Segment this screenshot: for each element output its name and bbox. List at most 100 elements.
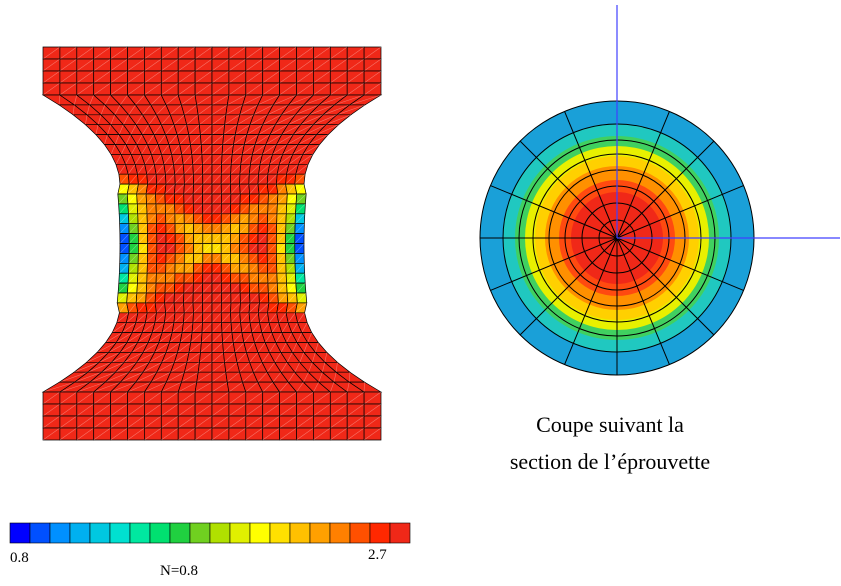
mesh-diagonal [42,46,61,60]
mesh-diagonal [276,134,294,145]
mesh-diagonal [196,94,213,106]
mesh-diagonal [93,82,111,96]
mesh-diagonal [245,381,258,393]
mesh-diagonal [76,381,106,393]
mesh-diagonal [104,94,111,106]
mesh-diagonal [141,144,148,155]
mesh-diagonal [230,213,241,224]
mesh-diagonal [144,58,162,72]
colorbar-cell [369,522,391,544]
mesh-diagonal [221,154,233,165]
mesh-diagonal [135,371,157,383]
mesh-diagonal [183,292,194,304]
mesh-diagonal [99,352,121,363]
mesh-cell [176,134,191,145]
mesh-diagonal [211,223,222,234]
mesh-diagonal [202,272,213,284]
mesh-diagonal [228,403,246,417]
mesh-diagonal [227,94,246,106]
mesh-diagonal [161,114,171,125]
mesh-diagonal [262,114,282,125]
mesh-diagonal [192,154,203,165]
mesh-diagonal [59,58,77,72]
mesh-diagonal [211,154,223,165]
colorbar-cell [69,522,91,544]
mesh-diagonal [279,58,297,72]
mesh-diagonal [221,144,234,155]
mesh-diagonal [211,58,230,72]
colorbar-cell [269,522,291,544]
mesh-diagonal [249,292,260,304]
mesh-diagonal [211,104,228,116]
colorbar-cell [249,522,271,544]
colorbar-min-label: 0.8 [10,550,29,566]
mesh-diagonal [318,94,348,106]
mesh-diagonal [363,427,382,441]
mesh-diagonal [156,253,167,264]
mesh-diagonal [315,342,319,353]
mesh-diagonal [174,352,190,363]
mesh-diagonal [137,263,148,274]
mesh-diagonal [286,273,296,284]
mesh-diagonal [295,273,305,284]
colorbar-cell [29,522,51,544]
mesh-diagonal [202,203,213,215]
mesh-diagonal [285,243,296,254]
mesh-diagonal [156,302,165,313]
mesh-diagonal [165,223,176,234]
mesh-diagonal [184,243,194,254]
mesh-diagonal [110,403,128,417]
mesh-diagonal [202,263,213,274]
mesh-diagonal [156,213,166,224]
mesh-diagonal [154,292,166,304]
mesh-diagonal [294,213,306,224]
mesh-diagonal [245,58,263,72]
mesh-diagonal [149,352,167,363]
mesh-diagonal [201,322,213,333]
mesh-diagonal [181,322,194,333]
mesh-diagonal [155,183,167,195]
mesh-diagonal [193,164,203,175]
mesh-diagonal [230,272,241,284]
mesh-diagonal [245,82,263,96]
mesh-diagonal [127,183,139,195]
mesh-diagonal [164,292,175,304]
mesh-diagonal [192,312,203,323]
mesh-diagonal [184,223,194,234]
mesh-diagonal [193,272,203,284]
mesh-diagonal [161,322,175,333]
mesh-diagonal [165,124,175,135]
mesh-diagonal [137,302,146,313]
mesh-diagonal [258,263,268,274]
mesh-diagonal [297,134,317,145]
mesh-diagonal [59,70,77,84]
mesh-diagonal [146,302,156,313]
mesh-diagonal [257,173,269,185]
mesh-diagonal [42,82,61,96]
mesh-diagonal [235,124,251,135]
mesh-diagonal [239,193,250,205]
mesh-diagonal [165,164,174,175]
mesh-diagonal [178,46,196,60]
mesh-diagonal [239,173,250,185]
mesh-diagonal [221,322,232,333]
mesh-diagonal [228,427,246,441]
mesh-diagonal [128,203,138,214]
mesh-diagonal [287,183,296,195]
mesh-diagonal [363,46,382,60]
mesh-diagonal [211,371,226,383]
mesh-diagonal [59,46,77,60]
mesh-diagonal [174,233,185,244]
mesh-diagonal [202,302,213,314]
mesh-diagonal [295,164,309,175]
mesh-diagonal [138,243,148,254]
mesh-diagonal [194,391,213,405]
mesh-diagonal [258,183,268,195]
mesh-diagonal [151,144,159,155]
mesh-diagonal [93,391,111,405]
mesh-diagonal [248,223,259,234]
mesh-diagonal [127,427,145,441]
mesh-diagonal [224,114,240,125]
mesh-diagonal [307,332,313,343]
mesh-diagonal [117,282,129,294]
